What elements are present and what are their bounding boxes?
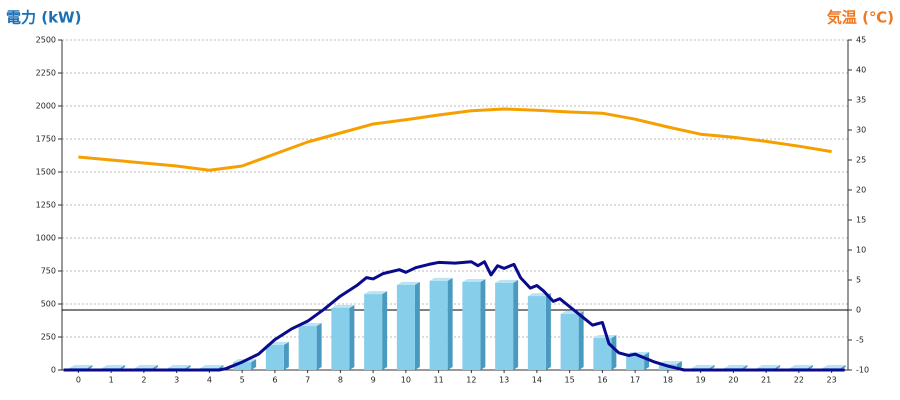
bar-top	[364, 291, 388, 295]
bar-side	[644, 351, 650, 370]
bar	[298, 326, 317, 370]
bar-top	[429, 277, 453, 281]
bar-side	[513, 279, 519, 370]
bar-side	[414, 281, 420, 370]
y2-tick-label: 45	[856, 36, 866, 45]
bar	[462, 281, 481, 370]
bar-side	[578, 311, 584, 370]
x-tick-label: 7	[305, 376, 310, 385]
x-tick-label: 4	[207, 376, 212, 385]
bar-top	[724, 365, 748, 369]
x-tick-label: 18	[663, 376, 673, 385]
y-tick-label: 2250	[36, 69, 56, 78]
bar-side	[382, 291, 388, 370]
bar	[495, 282, 514, 370]
x-tick-label: 3	[174, 376, 179, 385]
y-tick-label: 1000	[36, 234, 56, 243]
x-tick-label: 0	[76, 376, 81, 385]
bar	[265, 344, 284, 370]
y2-tick-label: 0	[856, 306, 861, 315]
y-axis-title: 電力 (kW)	[6, 9, 81, 27]
line	[63, 260, 845, 372]
x-tick-label: 21	[761, 376, 771, 385]
y2-tick-label: 40	[856, 66, 866, 75]
y-tick-label: 250	[41, 333, 56, 342]
bar-top	[331, 304, 355, 308]
y2-tick-label: 15	[856, 216, 866, 225]
bar	[429, 280, 448, 370]
bar-top	[134, 365, 158, 369]
bar-side	[611, 335, 617, 370]
bar	[527, 296, 546, 370]
bar	[396, 284, 415, 370]
x-tick-label: 13	[499, 376, 509, 385]
bar-top	[200, 365, 224, 369]
bar-top	[658, 361, 682, 365]
bar	[364, 294, 383, 370]
x-tick-label: 20	[728, 376, 738, 385]
x-tick-label: 19	[696, 376, 706, 385]
y2-tick-label: -10	[856, 366, 869, 375]
bar	[560, 314, 579, 370]
x-tick-label: 15	[565, 376, 575, 385]
bar-side	[283, 341, 289, 370]
x-tick-label: 23	[827, 376, 837, 385]
bar-top	[789, 365, 813, 369]
y2-tick-label: 35	[856, 96, 866, 105]
bar-side	[480, 278, 486, 370]
x-tick-label: 1	[109, 376, 114, 385]
y2-tick-label: -5	[856, 336, 864, 345]
bar-side	[316, 323, 322, 370]
bar-top	[593, 335, 617, 339]
bar-top	[495, 279, 519, 283]
bar-top	[102, 365, 126, 369]
y2-tick-label: 5	[856, 276, 861, 285]
y-tick-label: 2000	[36, 102, 56, 111]
x-tick-label: 12	[466, 376, 476, 385]
x-tick-label: 11	[434, 376, 444, 385]
bar	[593, 338, 612, 370]
bar-top	[822, 365, 846, 369]
bar-top	[396, 281, 420, 285]
y2-tick-label: 25	[856, 156, 866, 165]
y2-tick-label: 10	[856, 246, 866, 255]
y-tick-label: 500	[41, 300, 56, 309]
bar-side	[545, 293, 551, 370]
bar-top	[167, 365, 191, 369]
bar	[331, 307, 350, 370]
x-tick-label: 17	[630, 376, 640, 385]
y-tick-label: 0	[51, 366, 56, 375]
y-tick-label: 750	[41, 267, 56, 276]
y-tick-label: 1750	[36, 135, 56, 144]
x-tick-label: 10	[401, 376, 411, 385]
x-tick-label: 6	[272, 376, 277, 385]
bar-side	[349, 304, 355, 370]
line	[78, 107, 832, 172]
bar-side	[447, 277, 453, 370]
x-tick-label: 8	[338, 376, 343, 385]
y2-tick-label: 20	[856, 186, 866, 195]
y2-tick-label: 30	[856, 126, 866, 135]
x-tick-label: 22	[794, 376, 804, 385]
y-tick-label: 1500	[36, 168, 56, 177]
x-tick-label: 16	[597, 376, 607, 385]
x-tick-label: 14	[532, 376, 542, 385]
bar-top	[691, 365, 715, 369]
bar-top	[69, 365, 93, 369]
y-tick-label: 1250	[36, 201, 56, 210]
y2-axis-title: 気温 (℃)	[827, 9, 894, 27]
bar-top	[462, 278, 486, 282]
x-tick-label: 9	[371, 376, 376, 385]
x-tick-label: 2	[141, 376, 146, 385]
x-tick-label: 5	[240, 376, 245, 385]
bar	[233, 362, 252, 370]
y-tick-label: 2500	[36, 36, 56, 45]
bar-side	[251, 359, 257, 370]
bar-top	[757, 365, 781, 369]
bar	[626, 354, 645, 370]
